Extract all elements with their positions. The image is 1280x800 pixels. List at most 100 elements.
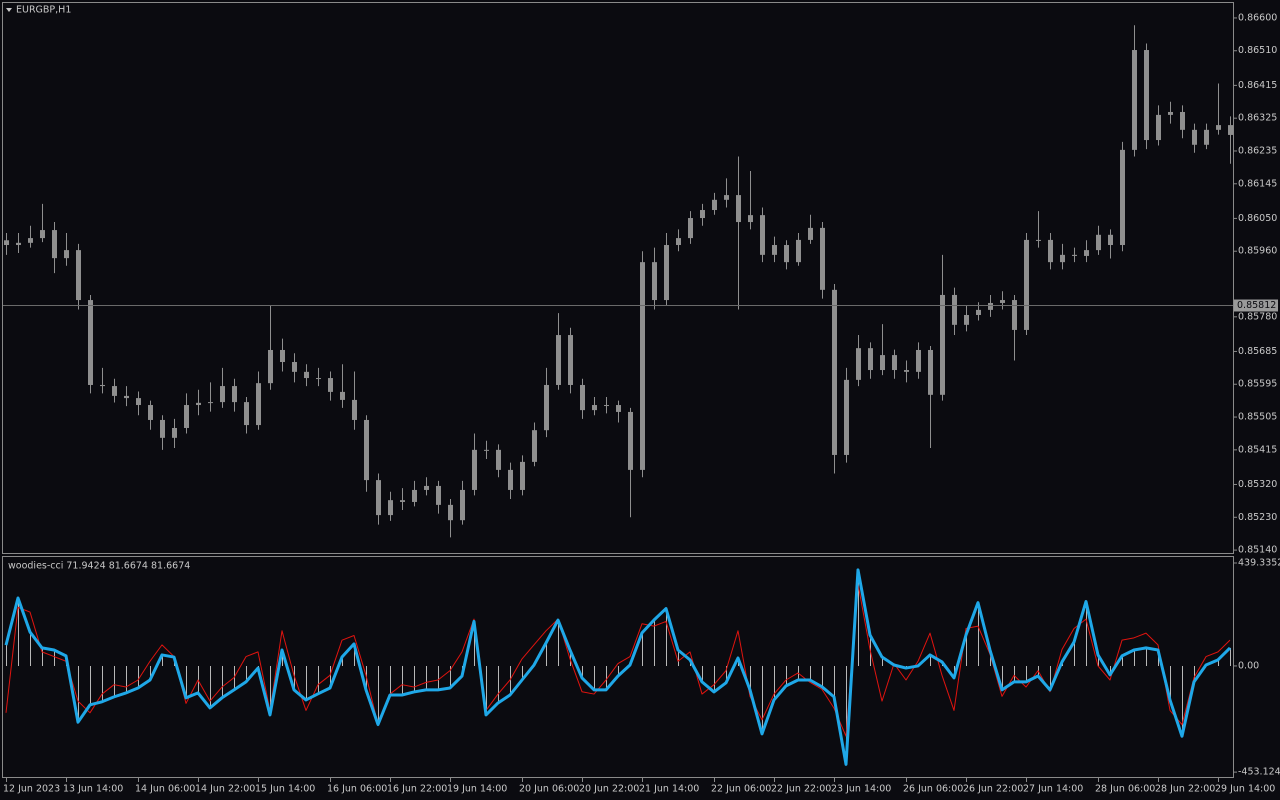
x-tick-label: 28 Jun 22:00	[1155, 784, 1215, 795]
candle-body	[700, 210, 705, 219]
candle-body	[1012, 300, 1017, 330]
x-tick-label: 16 Jun 22:00	[387, 784, 447, 795]
y-tick-label: 0.86050	[1238, 213, 1277, 224]
candle-body	[448, 504, 453, 521]
candle-body	[196, 402, 201, 406]
candle-body	[856, 348, 861, 380]
candle-body	[1060, 254, 1065, 263]
menu-arrow[interactable]	[6, 8, 12, 12]
candle-body	[928, 349, 933, 395]
candle-body	[184, 405, 189, 428]
candle-body	[640, 262, 645, 470]
x-tick-label: 27 Jun 14:00	[1023, 784, 1083, 795]
candle-body	[400, 500, 405, 502]
candle-body	[484, 449, 489, 451]
x-tick-label: 14 Jun 22:00	[195, 784, 255, 795]
y-tick-label: 0.85140	[1238, 545, 1277, 556]
candle-body	[256, 383, 261, 426]
candle-body	[520, 461, 525, 490]
y-tick-label: 0.85415	[1238, 444, 1277, 455]
x-tick-label: 13 Jun 14:00	[63, 784, 123, 795]
candle-body	[472, 449, 477, 490]
candle-body	[784, 245, 789, 263]
y-tick-label: 0.85960	[1238, 246, 1277, 257]
x-tick-label: 22 Jun 06:00	[711, 784, 771, 795]
candle-body	[1144, 50, 1149, 141]
candle-body	[412, 489, 417, 502]
candle-body	[880, 355, 885, 371]
candle-body	[676, 238, 681, 246]
candle-body	[376, 480, 381, 516]
candle-body	[328, 378, 333, 392]
candle-body	[952, 294, 957, 325]
candle-body	[976, 309, 981, 315]
candle-body	[4, 240, 9, 246]
current-price-label: 0.85812	[1237, 300, 1276, 311]
candle-body	[136, 398, 141, 406]
x-tick-label: 15 Jun 14:00	[255, 784, 315, 795]
candle-body	[244, 402, 249, 426]
candle-body	[940, 294, 945, 395]
candle-body	[508, 469, 513, 490]
candle-body	[712, 199, 717, 211]
x-tick-label: 26 Jun 06:00	[903, 784, 963, 795]
y-tick-label: 0.86510	[1238, 45, 1277, 56]
candle-body	[172, 427, 177, 438]
candle-body	[1180, 111, 1185, 130]
candle-body	[388, 500, 393, 516]
candle-body	[1000, 300, 1005, 303]
candle-body	[436, 485, 441, 505]
candle-body	[76, 250, 81, 301]
candle-body	[808, 227, 813, 240]
y-tick-label: 0.85230	[1238, 512, 1277, 523]
candle-body	[664, 245, 669, 301]
candle-body	[772, 245, 777, 255]
candle-body	[748, 215, 753, 223]
x-tick-label: 21 Jun 14:00	[639, 784, 699, 795]
y-tick-label: 0.85320	[1238, 479, 1277, 490]
candle-body	[544, 384, 549, 431]
x-tick-label: 26 Jun 22:00	[963, 784, 1023, 795]
x-tick-label: 19 Jun 14:00	[447, 784, 507, 795]
candle-body	[760, 215, 765, 255]
candle-body	[820, 227, 825, 290]
candle-body	[988, 302, 993, 310]
candle-body	[1036, 239, 1041, 241]
main-pane	[2, 2, 1234, 554]
y-tick-label: 439.3352	[1238, 558, 1280, 569]
indicator-title: woodies-cci 71.9424 81.6674 81.6674	[8, 561, 190, 572]
candle-body	[1072, 254, 1077, 256]
candle-body	[100, 384, 105, 387]
candle-body	[1048, 239, 1053, 263]
candle-body	[460, 489, 465, 521]
candle-body	[268, 349, 273, 384]
candle-body	[124, 395, 129, 399]
candle-body	[736, 195, 741, 223]
candle-body	[160, 419, 165, 438]
y-tick-label: 0.86145	[1238, 178, 1277, 189]
candle-body	[496, 449, 501, 470]
candle-body	[592, 405, 597, 411]
candle-body	[964, 314, 969, 325]
x-tick-label: 12 Jun 2023	[3, 784, 60, 795]
candle-body	[232, 386, 237, 403]
candle-body	[892, 355, 897, 371]
x-tick-label: 22 Jun 22:00	[771, 784, 831, 795]
current-price-box	[1234, 299, 1278, 312]
candle-body	[292, 362, 297, 372]
candle-body	[16, 242, 21, 246]
candle-body	[148, 405, 153, 420]
candle-body	[280, 349, 285, 363]
y-tick-label: 0.00	[1238, 660, 1259, 671]
candle-body	[28, 238, 33, 243]
x-tick-label: 23 Jun 14:00	[831, 784, 891, 795]
candle-body	[688, 218, 693, 239]
candle-body	[352, 399, 357, 420]
candle-body	[40, 230, 45, 239]
candle-body	[64, 250, 69, 259]
candle-body	[904, 370, 909, 372]
indicator-line	[4, 568, 1232, 766]
candle-body	[832, 289, 837, 455]
x-tick-label: 16 Jun 06:00	[327, 784, 387, 795]
